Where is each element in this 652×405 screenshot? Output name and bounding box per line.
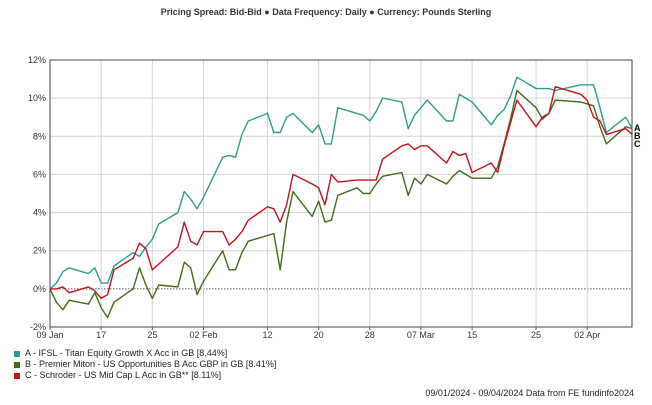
y-tick-label: -2% (30, 322, 46, 332)
legend-label-a: A - IFSL - Titan Equity Growth X Acc in … (25, 348, 228, 358)
series-line-a (49, 76, 633, 290)
legend-item-a: A - IFSL - Titan Equity Growth X Acc in … (14, 348, 276, 359)
x-tick-label: 17 (96, 330, 106, 340)
y-tick-label: 0% (33, 284, 46, 294)
series-line-c (50, 85, 633, 300)
plot-border (49, 59, 633, 328)
chart-series (49, 76, 633, 319)
legend-label-c: C - Schroder - US Mid Cap L Acc in GB** … (25, 370, 222, 380)
y-tick-label: 12% (28, 55, 46, 65)
y-tick-label: 10% (28, 93, 46, 103)
y-tick-label: 8% (33, 131, 46, 141)
end-label-a: A (634, 123, 641, 133)
x-tick-label: 02 Feb (189, 330, 217, 340)
chart-header: Pricing Spread: Bid-Bid ● Data Frequency… (160, 7, 492, 17)
x-tick-label: 25 (531, 330, 541, 340)
legend-label-b: B - Premier Miton - US Opportunities B A… (25, 359, 277, 369)
x-tick-label: 02 Apr (574, 330, 600, 340)
chart-footer: 09/01/2024 - 09/04/2024 Data from FE fun… (425, 388, 634, 398)
legend-swatch-a (14, 350, 20, 357)
x-tick-label: 12 (262, 330, 272, 340)
y-tick-label: 2% (33, 246, 46, 256)
end-label-c: C (634, 139, 641, 149)
chart-axes: 12% 10% 8% 6% 4% 2% 0% -2%09 Jan 17 25 02 Feb 12 20 2… (28, 55, 633, 340)
series-line-b (49, 89, 633, 319)
x-tick-label: 25 (147, 330, 157, 340)
end-label-b: B (634, 131, 641, 141)
legend-swatch-c (14, 372, 20, 379)
legend-item-c: C - Schroder - US Mid Cap L Acc in GB** … (14, 370, 276, 381)
x-tick-label: 07 Mar (407, 330, 435, 340)
chart-legend: A - IFSL - Titan Equity Growth X Acc in … (14, 348, 276, 381)
x-tick-label: 20 (314, 330, 324, 340)
legend-item-b: B - Premier Miton - US Opportunities B A… (14, 359, 276, 370)
x-tick-label: 28 (365, 330, 375, 340)
x-tick-label: 09 Jan (36, 330, 63, 340)
y-tick-label: 4% (33, 208, 46, 218)
y-tick-label: 6% (33, 169, 46, 179)
series-end-labels: ABC (634, 123, 641, 149)
legend-swatch-b (14, 361, 20, 368)
x-tick-label: 15 (467, 330, 477, 340)
